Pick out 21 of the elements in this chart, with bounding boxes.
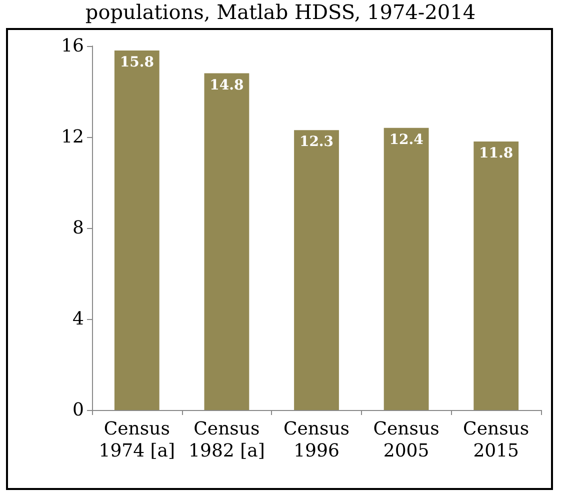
bar [114,50,160,410]
y-tick-label: 0 [72,400,84,420]
y-tick-label: 8 [72,218,84,238]
bar [474,142,519,410]
x-tick-label: Census 2005 [373,418,440,462]
data-label: 15.8 [120,54,154,71]
bar [384,128,429,410]
data-label: 12.4 [389,132,424,148]
x-tick-label: Census 1996 [283,418,350,462]
y-tick-label: 16 [61,36,84,56]
data-label: 12.3 [299,134,334,150]
bar [204,73,250,410]
y-tick-label: 4 [72,308,84,330]
data-label: 14.8 [210,77,244,94]
x-tick-label: Census 1982 [a] [188,418,265,462]
chart-title: populations, Matlab HDSS, 1974-2014 [84,0,477,24]
bar [294,130,339,410]
y-tick-label: 12 [61,126,84,148]
x-tick-label: Census 2015 [463,418,530,462]
data-label: 11.8 [479,146,514,162]
x-tick-label: Census 1974 [a] [98,418,176,462]
